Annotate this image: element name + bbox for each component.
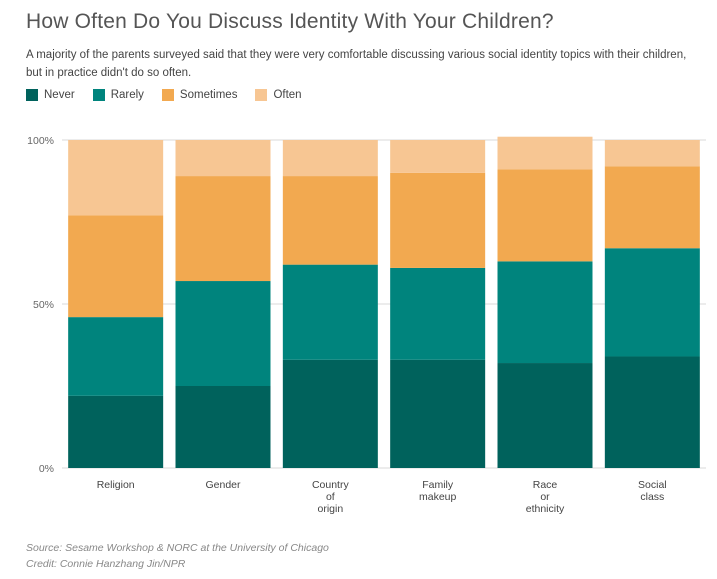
bar-segment-never: [282, 359, 378, 468]
chart-footer: Source: Sesame Workshop & NORC at the Un…: [26, 540, 329, 572]
bar-segment-never: [390, 359, 486, 468]
bar-segment-rarely: [390, 267, 486, 360]
x-category-label: Family makeup: [419, 479, 457, 503]
bar-segment-never: [68, 395, 164, 468]
legend-label-never: Never: [44, 89, 75, 101]
bar-segment-rarely: [68, 317, 164, 396]
y-tick-label: 50%: [33, 299, 54, 311]
page-title: How Often Do You Discuss Identity With Y…: [26, 10, 554, 33]
credit-note: Credit: Connie Hanzhang Jin/NPR: [26, 558, 186, 570]
legend-item-often: Often: [255, 89, 302, 101]
legend-item-sometimes: Sometimes: [161, 89, 238, 101]
bar-segment-rarely: [175, 281, 271, 386]
bar-segment-never: [604, 356, 700, 468]
x-category-label-line: Family: [422, 479, 454, 491]
x-category-label-line: class: [640, 491, 664, 503]
grid-layer: [62, 139, 706, 469]
bar-segment-never: [175, 386, 271, 468]
x-category-label-line: Country: [312, 479, 350, 491]
chart-legend: Never Rarely Sometimes Often: [26, 89, 320, 101]
legend-swatch-sometimes: [161, 89, 174, 101]
bar-segment-sometimes: [497, 169, 593, 262]
bar-segment-sometimes: [175, 176, 271, 282]
x-category-label-line: or: [540, 491, 550, 503]
legend-item-rarely: Rarely: [92, 89, 144, 101]
x-category-label-line: origin: [317, 503, 343, 515]
x-category-label-line: Race: [533, 479, 558, 491]
bar-segment-rarely: [497, 261, 593, 364]
bar-segment-often: [68, 140, 164, 216]
legend-label-sometimes: Sometimes: [179, 89, 238, 101]
label-layer: 0% 50% 100% Religion Gender Country of origin Fa…: [27, 135, 666, 515]
bar-segment-often: [497, 136, 593, 170]
x-category-label-line: Religion: [97, 479, 135, 491]
source-note: Source: Sesame Workshop & NORC at the Un…: [26, 542, 329, 554]
legend-swatch-rarely: [92, 89, 105, 101]
legend-item-never: Never: [26, 89, 75, 101]
bar-segment-sometimes: [604, 166, 700, 249]
y-tick-label: 100%: [27, 135, 54, 147]
x-category-label-line: of: [326, 491, 335, 503]
bar-segment-often: [604, 140, 700, 167]
bar-segment-often: [175, 140, 271, 177]
bar-segment-never: [497, 363, 593, 468]
page-subtitle: A majority of the parents surveyed said …: [26, 49, 687, 79]
legend-swatch-never: [26, 89, 38, 101]
x-category-label-line: makeup: [419, 491, 457, 503]
x-category-label: Religion: [97, 479, 135, 491]
x-category-label: Race or ethnicity: [526, 479, 565, 515]
bar-segment-rarely: [282, 264, 378, 360]
bar-segment-rarely: [604, 248, 700, 357]
bar-segment-sometimes: [282, 176, 378, 265]
bar-segment-often: [282, 140, 378, 177]
bar-layer: [68, 136, 700, 468]
x-category-label-line: Social: [638, 479, 667, 491]
bar-segment-often: [390, 140, 486, 173]
bar-segment-sometimes: [68, 215, 164, 318]
x-category-label: Country of origin: [312, 479, 350, 515]
y-tick-label: 0%: [39, 463, 54, 475]
x-category-label-line: Gender: [205, 479, 241, 491]
legend-label-often: Often: [273, 89, 302, 101]
legend-swatch-often: [255, 89, 268, 101]
x-category-label: Social class: [638, 479, 667, 503]
x-category-label: Gender: [205, 479, 241, 491]
bar-segment-sometimes: [390, 172, 486, 268]
x-category-label-line: ethnicity: [526, 503, 565, 515]
legend-label-rarely: Rarely: [110, 89, 144, 101]
